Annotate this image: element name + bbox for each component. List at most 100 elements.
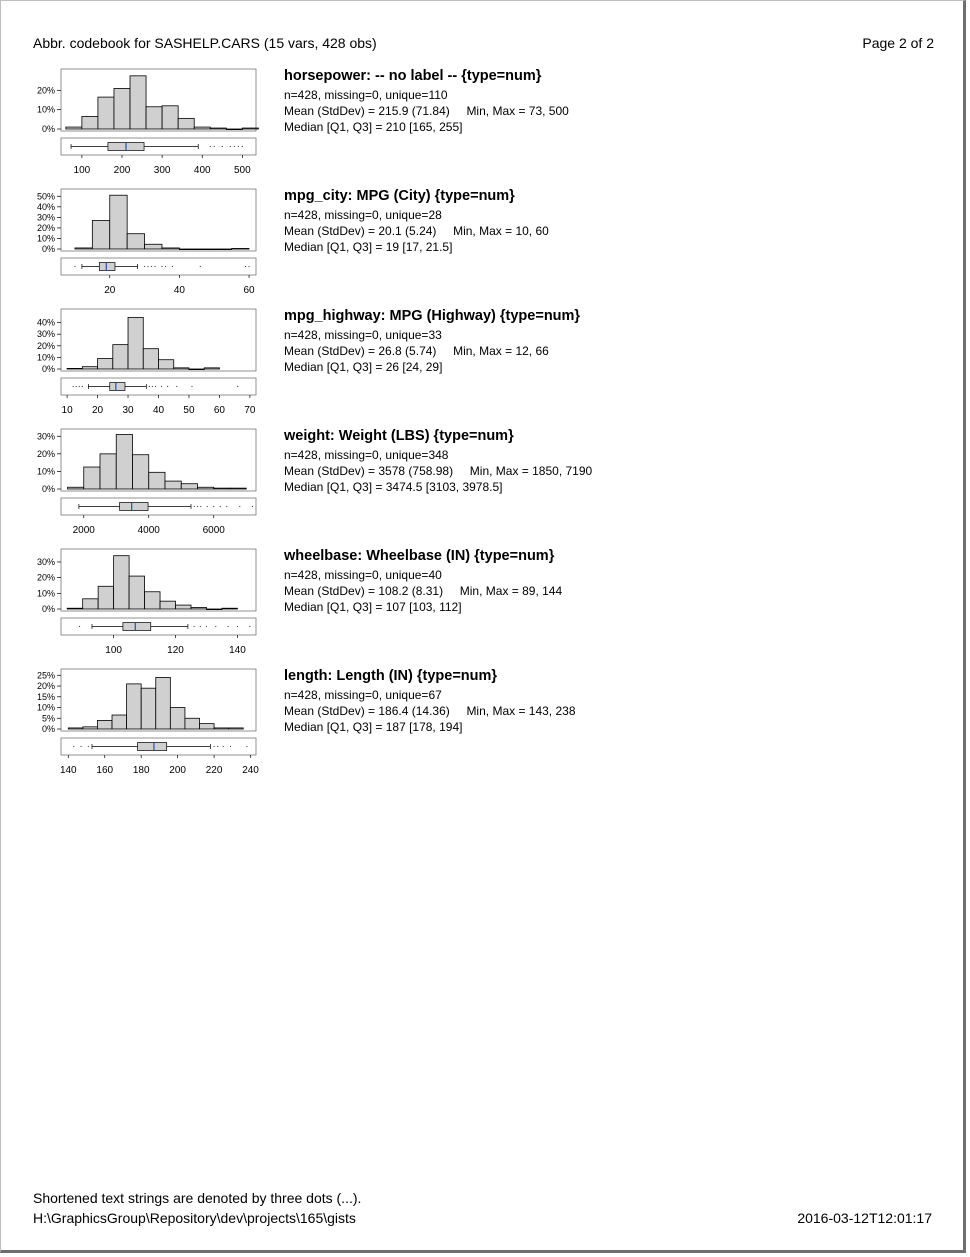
stat-mean-minmax: Mean (StdDev) = 20.1 (5.24) Min, Max = 1…	[284, 223, 924, 239]
histogram-bar	[74, 247, 93, 250]
boxplot-outlier	[87, 745, 89, 748]
plot-mpg-highway: 0% 10% 20% 30% 40% 10 20 30 40 50 60 70	[30, 308, 265, 423]
boxplot-frame	[60, 137, 257, 156]
histogram-bar	[109, 194, 128, 250]
boxplot-frame	[60, 737, 257, 756]
x-tick-label: 20	[92, 405, 104, 416]
histogram-bar	[142, 348, 159, 370]
histogram-bar	[91, 220, 111, 250]
boxplot-outlier	[236, 625, 239, 628]
stat-minmax: Min, Max = 89, 144	[459, 584, 563, 598]
y-tick-label: 40%	[37, 318, 55, 328]
histogram-bar	[159, 600, 176, 610]
histogram-bar	[196, 248, 215, 251]
histogram-bar	[148, 471, 166, 490]
boxplot-outlier	[147, 265, 149, 268]
histogram-bar	[97, 720, 113, 730]
variable-title: length: Length (IN) {type=num}	[284, 668, 498, 684]
histogram-boxplot-chart: 0% 10% 20% 100 200 300 400 500	[37, 68, 259, 176]
footer-note: Shortened text strings are denoted by th…	[33, 1190, 362, 1206]
boxplot-outlier	[191, 385, 193, 388]
stat-minmax: Min, Max = 1850, 7190	[469, 464, 593, 478]
boxplot-outlier	[150, 265, 153, 268]
histogram-bar	[209, 127, 227, 130]
plot-weight: 0% 10% 20% 30% 2000 4000 6000	[30, 428, 265, 543]
boxplot-outlier	[217, 745, 219, 748]
stat-mean: Mean (StdDev) = 20.1 (5.24)	[284, 224, 437, 238]
y-tick-label: 20%	[37, 85, 55, 95]
y-tick-label: 20%	[37, 341, 55, 351]
histogram-boxplot-chart: 0% 10% 20% 30% 2000 4000 6000	[37, 428, 257, 536]
variable-info-horsepower: horsepower: -- no label -- {type=num} n=…	[284, 67, 924, 135]
histogram-bar	[81, 116, 99, 130]
boxplot-outlier	[196, 505, 199, 508]
boxplot-outlier	[248, 265, 250, 268]
y-tick-label: 0%	[42, 604, 55, 614]
histogram-bar	[190, 607, 207, 610]
stat-mean-minmax: Mean (StdDev) = 3578 (758.98) Min, Max =…	[284, 463, 924, 479]
boxplot-outlier	[213, 745, 215, 748]
boxplot-outlier	[222, 745, 224, 748]
variable-info-mpg-city: mpg_city: MPG (City) {type=num} n=428, m…	[284, 187, 924, 255]
histogram-bar	[81, 366, 98, 370]
stat-minmax: Min, Max = 73, 500	[466, 104, 569, 118]
x-tick-label: 100	[105, 645, 122, 656]
histogram-bar	[83, 466, 101, 490]
histogram-bar	[213, 487, 231, 490]
histogram-bar	[193, 126, 211, 130]
y-tick-label: 10%	[37, 466, 55, 476]
histogram-bar	[65, 126, 83, 130]
y-tick-label: 10%	[37, 352, 55, 362]
boxplot-outlier	[199, 625, 201, 628]
boxplot-outlier	[160, 385, 163, 388]
histogram-boxplot-chart: 0%5%10%15%20%25% 140 160 180 200 220 240	[37, 668, 259, 776]
histogram-bar	[67, 486, 85, 490]
variable-info-length: length: Length (IN) {type=num} n=428, mi…	[284, 667, 924, 735]
histogram-bar	[97, 96, 115, 130]
histogram-bar	[161, 105, 179, 130]
y-tick-label: 0%	[42, 484, 55, 494]
x-tick-label: 40	[153, 405, 165, 416]
boxplot-outlier	[200, 505, 202, 508]
boxplot-outlier	[154, 385, 157, 388]
boxplot-outlier	[237, 145, 239, 148]
x-tick-label: 100	[74, 165, 91, 176]
y-tick-label: 30%	[37, 557, 55, 567]
histogram-bar	[144, 591, 161, 610]
histogram-boxplot-chart: 0% 10% 20% 30% 100 120 140	[37, 548, 257, 656]
boxplot-outlier	[244, 265, 247, 268]
boxplot-outlier	[251, 505, 254, 508]
boxplot-outlier	[154, 265, 156, 268]
boxplot-box	[137, 742, 168, 751]
x-tick-label: 140	[60, 765, 77, 776]
histogram-bar	[128, 575, 145, 610]
stat-mean: Mean (StdDev) = 108.2 (8.31)	[284, 584, 444, 598]
y-tick-label: 10%	[37, 588, 55, 598]
boxplot-outlier	[206, 505, 208, 508]
histogram-bar	[97, 585, 115, 610]
histogram-bar	[144, 243, 163, 250]
x-tick-label: 60	[214, 405, 226, 416]
boxplot-outlier	[73, 745, 75, 748]
histogram-bar	[82, 726, 98, 730]
stat-median: Median [Q1, Q3] = 107 [103, 112]	[284, 600, 462, 614]
histogram-bar	[184, 717, 200, 730]
histogram-bar	[145, 106, 163, 130]
histogram-bar	[206, 608, 223, 611]
histogram-bar	[113, 87, 131, 130]
stat-mean-minmax: Mean (StdDev) = 186.4 (14.36) Min, Max =…	[284, 703, 924, 719]
boxplot-frame	[60, 497, 257, 516]
histogram-bar	[225, 128, 243, 131]
y-tick-label: 10%	[37, 105, 55, 115]
histogram-bar	[213, 727, 230, 730]
x-tick-label: 160	[96, 765, 113, 776]
boxplot-outlier	[193, 505, 195, 508]
y-tick-label: 30%	[37, 431, 55, 441]
boxplot-outlier	[164, 265, 167, 268]
histogram-bar	[127, 316, 144, 370]
histogram-bar	[169, 707, 186, 730]
stat-counts: n=428, missing=0, unique=28	[284, 208, 442, 222]
x-tick-label: 20	[104, 285, 116, 296]
histogram-bar	[66, 607, 84, 610]
